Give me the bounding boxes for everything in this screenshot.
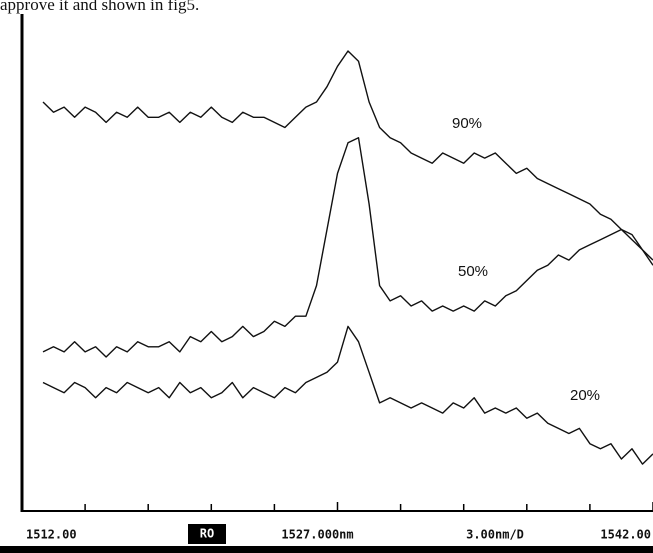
scale-label: 3.00nm/D xyxy=(466,528,524,542)
x-tick-label: 1542.00 xyxy=(600,528,651,542)
series-label: 20% xyxy=(570,387,600,404)
series-line xyxy=(42,136,653,358)
marker-box xyxy=(188,524,226,544)
series-label: 50% xyxy=(458,263,488,280)
marker-label: RO xyxy=(200,527,214,541)
series-line xyxy=(42,325,653,465)
series-label: 90% xyxy=(452,115,482,132)
x-tick-label: 1512.00 xyxy=(26,528,77,542)
x-tick-label: 1527.000nm xyxy=(281,528,353,542)
caption: approve it and shown in fig5. xyxy=(0,0,199,14)
status-bar-edge xyxy=(0,546,653,553)
series-line xyxy=(42,50,653,261)
